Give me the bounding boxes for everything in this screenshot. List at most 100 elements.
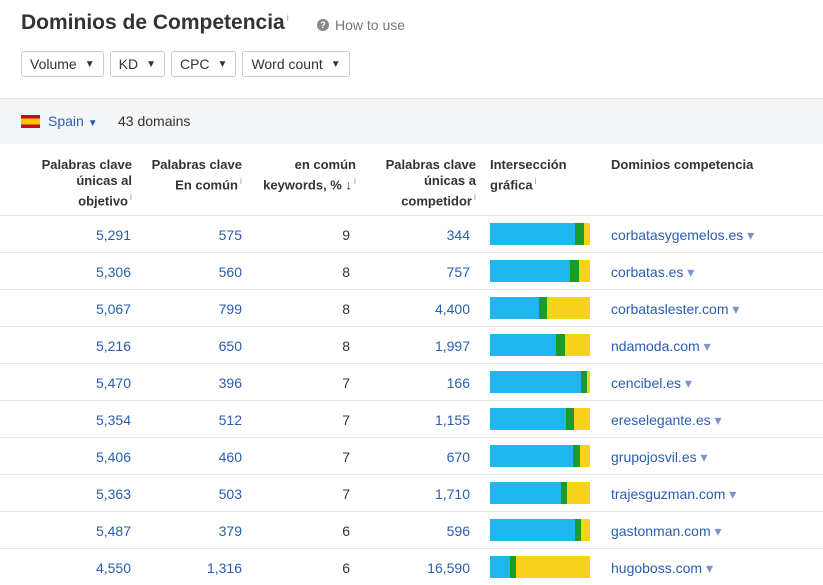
cell-common[interactable]: 575: [218, 227, 242, 243]
cell-target[interactable]: 5,216: [95, 338, 131, 354]
cell-competitor[interactable]: 1,155: [434, 412, 470, 428]
cell-common[interactable]: 460: [218, 449, 242, 465]
bar-segment: [490, 297, 540, 319]
table-row: 5,067 799 8 4,400 corbataslester.com ▾: [0, 289, 823, 327]
table-row: 5,306 560 8 757 corbatas.es ▾: [0, 252, 823, 290]
cell-target[interactable]: 5,291: [95, 227, 131, 243]
cell-competitor[interactable]: 16,590: [427, 560, 470, 576]
filter-label[interactable]: Word count: [251, 56, 323, 72]
cell-common[interactable]: 503: [218, 486, 242, 502]
cell-target[interactable]: 5,363: [95, 486, 131, 502]
cell-competitor[interactable]: 1,710: [434, 486, 470, 502]
domain-text[interactable]: ereselegante.es: [611, 412, 711, 428]
bar-segment: [578, 260, 590, 282]
competitor-domain[interactable]: ndamoda.com ▾: [611, 338, 711, 354]
bar-segment: [580, 371, 588, 393]
cell-competitor[interactable]: 344: [446, 227, 470, 243]
competitor-domain[interactable]: cencibel.es ▾: [611, 375, 692, 391]
bar-segment: [579, 445, 590, 467]
cell-common[interactable]: 512: [218, 412, 242, 428]
competitor-domain[interactable]: ereselegante.es ▾: [611, 412, 722, 428]
filter-button[interactable]: Word count ▼: [242, 51, 350, 77]
bar-segment: [564, 334, 590, 356]
competitor-domain[interactable]: corbatasygemelos.es ▾: [611, 227, 755, 243]
title: Dominios de Competencia i: [21, 11, 289, 34]
bar-segment: [490, 334, 557, 356]
bar-segment: [587, 371, 590, 393]
filter-button[interactable]: Volume ▼: [21, 51, 104, 77]
intersection-bar: [490, 371, 590, 393]
bar-segment: [573, 408, 590, 430]
help-link[interactable]: ? How to use: [317, 17, 405, 33]
cell-common[interactable]: 1,316: [206, 560, 242, 576]
domain-text[interactable]: grupojosvil.es: [611, 449, 697, 465]
cell-target[interactable]: 4,550: [95, 560, 131, 576]
cell-percent: 9: [342, 227, 350, 243]
filters: Volume ▼ KD ▼ CPC ▼ Word count ▼: [21, 51, 350, 77]
cell-target[interactable]: 5,306: [95, 264, 131, 280]
bar-segment: [580, 519, 590, 541]
flag: [21, 115, 40, 128]
intersection-bar: [490, 334, 590, 356]
competitor-domain[interactable]: grupojosvil.es ▾: [611, 449, 708, 465]
competitor-domain[interactable]: hugoboss.com ▾: [611, 560, 713, 576]
filter-label[interactable]: CPC: [179, 56, 210, 72]
competitor-domain[interactable]: gastonman.com ▾: [611, 523, 722, 539]
cell-common[interactable]: 650: [218, 338, 242, 354]
filter-label[interactable]: Volume: [30, 56, 77, 72]
caret: ▼: [146, 58, 156, 70]
cell-common[interactable]: 396: [218, 375, 242, 391]
column-header: Palabras clave En común i: [151, 157, 242, 193]
cell-percent: 8: [342, 264, 350, 280]
cell-competitor[interactable]: 1,997: [434, 338, 470, 354]
intersection-bar: [490, 556, 590, 578]
column-header-text[interactable]: en común keywords, %: [263, 157, 356, 193]
domain-text[interactable]: corbataslester.com: [611, 301, 729, 317]
bar-segment: [567, 482, 590, 504]
cell-competitor[interactable]: 757: [446, 264, 470, 280]
cell-common[interactable]: 799: [218, 301, 242, 317]
cell-competitor[interactable]: 670: [446, 449, 470, 465]
competitor-domain[interactable]: corbataslester.com ▾: [611, 301, 740, 317]
table-row: 5,216 650 8 1,997 ndamoda.com ▾: [0, 326, 823, 364]
bar-segment: [556, 334, 565, 356]
table-row: 5,291 575 9 344 corbatasygemelos.es ▾: [0, 215, 823, 253]
domain-text[interactable]: trajesguzman.com: [611, 486, 726, 502]
cell-target[interactable]: 5,470: [95, 375, 131, 391]
domain-text[interactable]: ndamoda.com: [611, 338, 700, 354]
cell-target[interactable]: 5,487: [95, 523, 131, 539]
cell-common[interactable]: 560: [218, 264, 242, 280]
competitor-domain[interactable]: trajesguzman.com ▾: [611, 486, 737, 502]
bar-segment: [490, 260, 571, 282]
country-select[interactable]: Spain ▼: [48, 113, 98, 129]
cell-competitor[interactable]: 166: [446, 375, 470, 391]
table-row: 5,487 379 6 596 gastonman.com ▾: [0, 511, 823, 549]
domain-text[interactable]: hugoboss.com: [611, 560, 703, 576]
country[interactable]: Spain: [48, 113, 84, 129]
cell-target[interactable]: 5,406: [95, 449, 131, 465]
cell-competitor[interactable]: 596: [446, 523, 470, 539]
table-row: 5,354 512 7 1,155 ereselegante.es ▾: [0, 400, 823, 438]
column-header-text: Intersección gráfica: [490, 157, 567, 193]
cell-competitor[interactable]: 4,400: [434, 301, 470, 317]
caret: ▼: [84, 58, 95, 70]
filter-button[interactable]: KD ▼: [109, 51, 165, 77]
caret: ▼: [330, 58, 341, 70]
domain-text[interactable]: corbatas.es: [611, 264, 684, 280]
cell-common[interactable]: 379: [218, 523, 242, 539]
domain-text[interactable]: corbatasygemelos.es: [611, 227, 744, 243]
intersection-bar: [490, 445, 590, 467]
bar-segment: [510, 556, 517, 578]
filter-label[interactable]: KD: [118, 56, 139, 72]
domain-count: 43 domains: [118, 113, 191, 129]
competitor-domain[interactable]: corbatas.es ▾: [611, 264, 695, 280]
cell-percent: 7: [342, 449, 350, 465]
cell-target[interactable]: 5,354: [95, 412, 131, 428]
cell-percent: 7: [342, 375, 350, 391]
filter-button[interactable]: CPC ▼: [170, 51, 237, 77]
domain-text[interactable]: cencibel.es: [611, 375, 682, 391]
help-text[interactable]: How to use: [335, 17, 406, 33]
domain-text[interactable]: gastonman.com: [611, 523, 711, 539]
cell-target[interactable]: 5,067: [95, 301, 131, 317]
bar-segment: [574, 519, 581, 541]
